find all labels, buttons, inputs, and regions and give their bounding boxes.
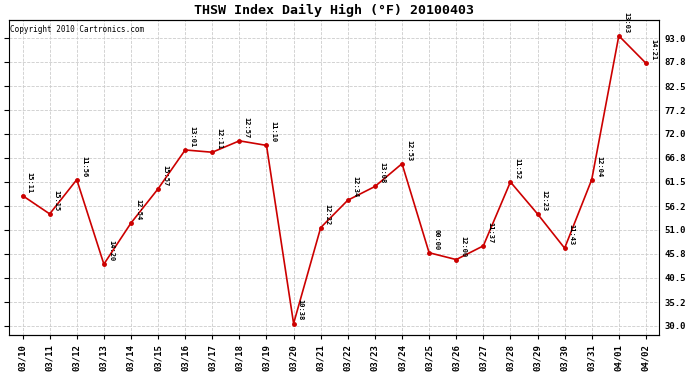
Text: 11:10: 11:10 <box>270 122 277 142</box>
Text: 13:08: 13:08 <box>379 162 385 184</box>
Title: THSW Index Daily High (°F) 20100403: THSW Index Daily High (°F) 20100403 <box>195 4 474 17</box>
Text: 13:03: 13:03 <box>623 12 629 33</box>
Text: 12:23: 12:23 <box>542 190 548 211</box>
Text: 11:52: 11:52 <box>515 158 520 179</box>
Text: 12:53: 12:53 <box>406 140 412 161</box>
Text: 12:22: 12:22 <box>325 204 331 225</box>
Text: Copyright 2010 Cartronics.com: Copyright 2010 Cartronics.com <box>10 24 144 33</box>
Text: 12:00: 12:00 <box>460 236 466 257</box>
Text: 12:54: 12:54 <box>135 199 141 220</box>
Text: 15:15: 15:15 <box>54 190 60 211</box>
Text: 15:11: 15:11 <box>27 172 32 193</box>
Text: 12:11: 12:11 <box>217 128 222 150</box>
Text: 15:57: 15:57 <box>162 165 168 186</box>
Text: 10:38: 10:38 <box>298 300 304 321</box>
Text: 14:20: 14:20 <box>108 240 114 261</box>
Text: 13:01: 13:01 <box>189 126 195 147</box>
Text: 14:21: 14:21 <box>650 39 656 60</box>
Text: 12:04: 12:04 <box>596 156 602 177</box>
Text: 11:43: 11:43 <box>569 224 575 245</box>
Text: 12:34: 12:34 <box>352 176 358 197</box>
Text: 11:37: 11:37 <box>487 222 493 243</box>
Text: 00:00: 00:00 <box>433 229 440 250</box>
Text: 12:57: 12:57 <box>244 117 250 138</box>
Text: 11:56: 11:56 <box>81 156 87 177</box>
